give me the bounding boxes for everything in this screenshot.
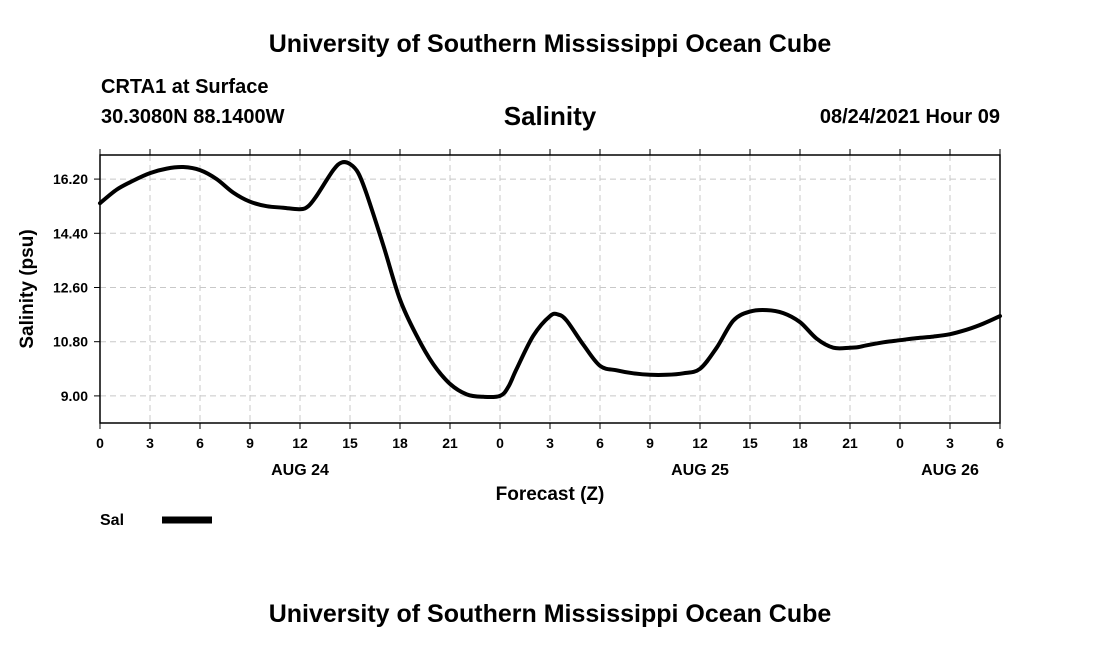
legend-label: Sal [100, 512, 124, 529]
x-tick-label: 12 [292, 435, 308, 451]
y-tick-label: 16.20 [53, 171, 88, 187]
x-tick-label: 15 [742, 435, 758, 451]
x-tick-label: 6 [596, 435, 604, 451]
date-label: AUG 24 [271, 462, 329, 479]
date-label: AUG 25 [671, 462, 729, 479]
y-axis-label: Salinity (psu) [17, 229, 38, 348]
grid-lines [100, 155, 1000, 423]
x-tick-label: 3 [146, 435, 154, 451]
x-tick-label: 18 [392, 435, 408, 451]
y-tick-label: 14.40 [53, 225, 88, 241]
x-tick-label: 0 [896, 435, 904, 451]
x-tick-label: 0 [496, 435, 504, 451]
y-tick-label: 12.60 [53, 279, 88, 295]
x-tick-label: 3 [946, 435, 954, 451]
x-axis-label: Forecast (Z) [496, 484, 605, 505]
station-coordinates: 30.3080N 88.1400W [101, 106, 285, 128]
forecast-timestamp: 08/24/2021 Hour 09 [819, 106, 1000, 128]
x-axis-ticks: 0 3 6 9 12 15 18 21 0 3 6 9 12 15 18 21 0 3 6 [96, 149, 1004, 451]
y-axis-ticks: 9.00 10.80 12.60 14.40 16.20 [53, 171, 100, 404]
x-tick-label: 9 [246, 435, 254, 451]
x-tick-label: 18 [792, 435, 808, 451]
y-tick-label: 9.00 [61, 388, 88, 404]
plot-frame [99, 154, 1001, 424]
station-name: CRTA1 at Surface [101, 76, 269, 98]
x-tick-label: 0 [96, 435, 104, 451]
series-line-sal [98, 160, 1002, 400]
date-labels: AUG 24 AUG 25 AUG 26 [271, 462, 979, 479]
x-tick-label: 6 [196, 435, 204, 451]
x-tick-label: 21 [442, 435, 458, 451]
y-tick-label: 10.80 [53, 334, 88, 350]
page-title: University of Southern Mississippi Ocean… [268, 30, 832, 58]
x-tick-label: 15 [342, 435, 358, 451]
x-tick-label: 3 [546, 435, 554, 451]
date-label: AUG 26 [921, 462, 979, 479]
variable-title: Salinity [503, 101, 597, 131]
x-tick-label: 21 [842, 435, 858, 451]
x-tick-label: 12 [692, 435, 708, 451]
footer-title: University of Southern Mississippi Ocean… [268, 600, 832, 628]
x-tick-label: 6 [996, 435, 1004, 451]
x-tick-label: 9 [646, 435, 654, 451]
